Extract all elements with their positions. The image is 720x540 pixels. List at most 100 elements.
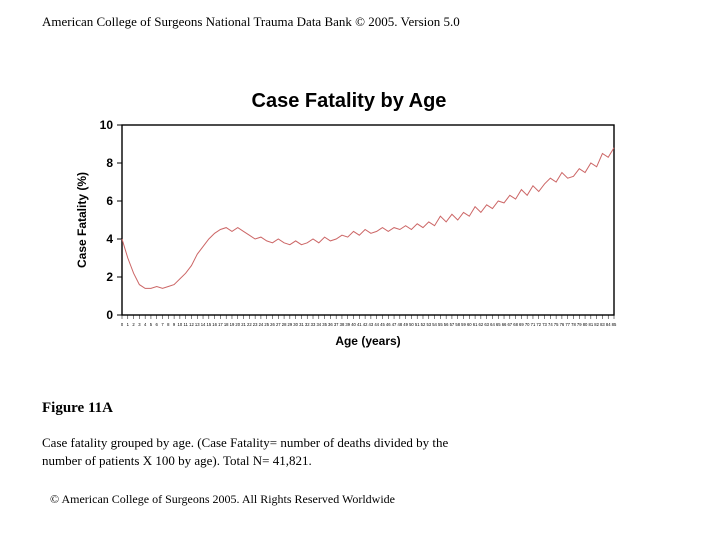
svg-text:0: 0 bbox=[106, 308, 113, 322]
svg-text:Age (years): Age (years) bbox=[335, 334, 400, 348]
svg-text:31: 31 bbox=[299, 322, 304, 327]
svg-text:25: 25 bbox=[264, 322, 269, 327]
svg-text:60: 60 bbox=[467, 322, 472, 327]
svg-text:74: 74 bbox=[548, 322, 553, 327]
svg-text:68: 68 bbox=[513, 322, 518, 327]
svg-text:55: 55 bbox=[438, 322, 443, 327]
svg-text:57: 57 bbox=[450, 322, 455, 327]
svg-text:41: 41 bbox=[357, 322, 362, 327]
svg-text:29: 29 bbox=[288, 322, 293, 327]
svg-text:6: 6 bbox=[106, 194, 113, 208]
chart-title: Case Fatality by Age bbox=[70, 90, 628, 113]
svg-text:21: 21 bbox=[241, 322, 246, 327]
svg-text:11: 11 bbox=[183, 322, 188, 327]
svg-text:9: 9 bbox=[173, 322, 176, 327]
svg-text:10: 10 bbox=[178, 322, 183, 327]
svg-text:59: 59 bbox=[461, 322, 466, 327]
svg-text:33: 33 bbox=[311, 322, 316, 327]
svg-text:47: 47 bbox=[392, 322, 397, 327]
svg-text:7: 7 bbox=[161, 322, 164, 327]
document-page: American College of Surgeons National Tr… bbox=[0, 0, 720, 540]
svg-text:37: 37 bbox=[334, 322, 339, 327]
svg-text:23: 23 bbox=[253, 322, 258, 327]
svg-text:80: 80 bbox=[583, 322, 588, 327]
svg-text:56: 56 bbox=[444, 322, 449, 327]
svg-text:0: 0 bbox=[121, 322, 124, 327]
svg-text:85: 85 bbox=[612, 322, 617, 327]
svg-text:65: 65 bbox=[496, 322, 501, 327]
svg-text:43: 43 bbox=[369, 322, 374, 327]
svg-text:39: 39 bbox=[345, 322, 350, 327]
svg-text:63: 63 bbox=[484, 322, 489, 327]
svg-text:83: 83 bbox=[600, 322, 605, 327]
svg-text:69: 69 bbox=[519, 322, 524, 327]
svg-text:Case Fatality (%): Case Fatality (%) bbox=[75, 172, 89, 268]
svg-text:72: 72 bbox=[536, 322, 541, 327]
svg-text:6: 6 bbox=[156, 322, 159, 327]
svg-text:14: 14 bbox=[201, 322, 206, 327]
svg-text:48: 48 bbox=[397, 322, 402, 327]
svg-text:35: 35 bbox=[322, 322, 327, 327]
svg-text:2: 2 bbox=[106, 270, 113, 284]
svg-text:13: 13 bbox=[195, 322, 200, 327]
svg-text:50: 50 bbox=[409, 322, 414, 327]
svg-text:36: 36 bbox=[328, 322, 333, 327]
svg-text:62: 62 bbox=[479, 322, 484, 327]
svg-text:54: 54 bbox=[432, 322, 437, 327]
svg-text:52: 52 bbox=[421, 322, 426, 327]
svg-text:40: 40 bbox=[351, 322, 356, 327]
svg-text:34: 34 bbox=[316, 322, 321, 327]
chart-container: Case Fatality by Age 0246810012345678910… bbox=[70, 90, 628, 362]
figure-caption: Case fatality grouped by age. (Case Fata… bbox=[42, 434, 662, 469]
svg-text:81: 81 bbox=[589, 322, 594, 327]
svg-text:30: 30 bbox=[293, 322, 298, 327]
svg-text:49: 49 bbox=[403, 322, 408, 327]
svg-text:67: 67 bbox=[507, 322, 512, 327]
svg-text:18: 18 bbox=[224, 322, 229, 327]
svg-text:27: 27 bbox=[276, 322, 281, 327]
svg-text:20: 20 bbox=[235, 322, 240, 327]
svg-text:45: 45 bbox=[380, 322, 385, 327]
caption-line-1: Case fatality grouped by age. (Case Fata… bbox=[42, 435, 448, 450]
svg-text:64: 64 bbox=[490, 322, 495, 327]
svg-text:4: 4 bbox=[106, 232, 113, 246]
svg-text:82: 82 bbox=[594, 322, 599, 327]
svg-text:26: 26 bbox=[270, 322, 275, 327]
svg-text:10: 10 bbox=[100, 119, 114, 132]
svg-text:58: 58 bbox=[455, 322, 460, 327]
svg-text:46: 46 bbox=[386, 322, 391, 327]
svg-text:79: 79 bbox=[577, 322, 582, 327]
svg-text:66: 66 bbox=[502, 322, 507, 327]
svg-text:44: 44 bbox=[374, 322, 379, 327]
svg-text:32: 32 bbox=[305, 322, 310, 327]
svg-text:1: 1 bbox=[127, 322, 130, 327]
svg-text:61: 61 bbox=[473, 322, 478, 327]
svg-text:38: 38 bbox=[340, 322, 345, 327]
svg-text:24: 24 bbox=[259, 322, 264, 327]
svg-text:8: 8 bbox=[167, 322, 170, 327]
svg-text:73: 73 bbox=[542, 322, 547, 327]
caption-line-2: number of patients X 100 by age). Total … bbox=[42, 453, 312, 468]
svg-text:70: 70 bbox=[525, 322, 530, 327]
svg-text:5: 5 bbox=[150, 322, 153, 327]
svg-text:77: 77 bbox=[565, 322, 570, 327]
svg-text:4: 4 bbox=[144, 322, 147, 327]
svg-text:53: 53 bbox=[426, 322, 431, 327]
svg-text:16: 16 bbox=[212, 322, 217, 327]
svg-text:19: 19 bbox=[230, 322, 235, 327]
svg-text:22: 22 bbox=[247, 322, 252, 327]
svg-text:15: 15 bbox=[206, 322, 211, 327]
document-header: American College of Surgeons National Tr… bbox=[42, 14, 460, 30]
svg-text:17: 17 bbox=[218, 322, 223, 327]
svg-text:12: 12 bbox=[189, 322, 194, 327]
figure-label: Figure 11A bbox=[42, 400, 113, 417]
svg-text:8: 8 bbox=[106, 156, 113, 170]
svg-text:71: 71 bbox=[531, 322, 536, 327]
svg-text:75: 75 bbox=[554, 322, 559, 327]
chart-svg: 0246810012345678910111213141516171819202… bbox=[70, 119, 628, 357]
document-footer: © American College of Surgeons 2005. All… bbox=[50, 492, 395, 507]
svg-text:28: 28 bbox=[282, 322, 287, 327]
svg-text:84: 84 bbox=[606, 322, 611, 327]
svg-text:42: 42 bbox=[363, 322, 368, 327]
svg-text:78: 78 bbox=[571, 322, 576, 327]
